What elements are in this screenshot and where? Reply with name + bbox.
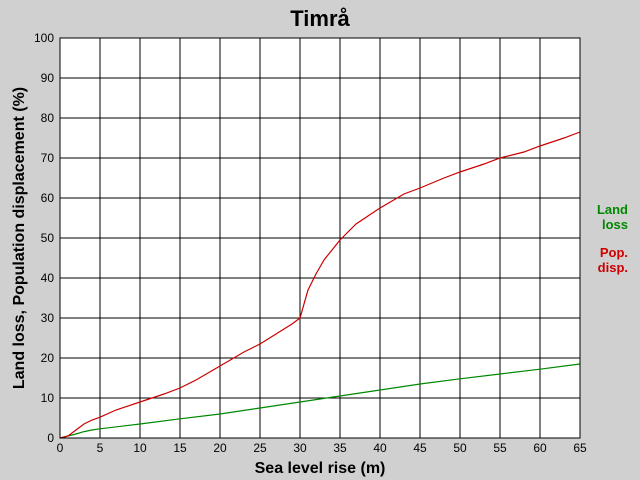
x-tick-label: 50 [453, 441, 467, 455]
legend-pop-disp-line2: disp. [598, 260, 628, 275]
x-tick-label: 5 [97, 441, 104, 455]
x-tick-labels: 0 5 10 15 20 25 30 35 40 45 50 55 60 65 [57, 441, 587, 455]
legend: Land loss Pop. disp. [597, 202, 628, 275]
series-lines [59, 131, 581, 439]
x-tick-label: 15 [173, 441, 187, 455]
x-tick-label: 30 [293, 441, 307, 455]
y-tick-label: 0 [47, 431, 54, 445]
x-tick-label: 55 [493, 441, 507, 455]
x-tick-label: 10 [133, 441, 147, 455]
y-tick-labels: 0 10 20 30 40 50 60 70 80 90 100 [34, 31, 54, 445]
x-tick-label: 25 [253, 441, 267, 455]
plot-frame [59, 37, 581, 439]
chart-title: Timrå [290, 6, 350, 31]
y-tick-label: 40 [41, 271, 55, 285]
x-tick-label: 0 [57, 441, 64, 455]
y-tick-label: 100 [34, 31, 54, 45]
y-axis-label: Land loss, Population displacement (%) [11, 87, 28, 389]
x-tick-label: 35 [333, 441, 347, 455]
x-axis-label: Sea level rise (m) [255, 460, 386, 477]
y-tick-label: 20 [41, 351, 55, 365]
y-tick-label: 60 [41, 191, 55, 205]
x-tick-label: 45 [413, 441, 427, 455]
x-tick-label: 20 [213, 441, 227, 455]
legend-pop-disp-line1: Pop. [600, 245, 628, 260]
x-tick-label: 60 [533, 441, 547, 455]
y-tick-label: 90 [41, 71, 55, 85]
y-tick-label: 10 [41, 391, 55, 405]
pop-disp-line [59, 131, 581, 439]
land-loss-line [59, 363, 581, 439]
legend-land-loss-line2: loss [602, 217, 628, 232]
x-tick-label: 65 [573, 441, 587, 455]
y-tick-label: 30 [41, 311, 55, 325]
y-tick-label: 70 [41, 151, 55, 165]
x-tick-label: 40 [373, 441, 387, 455]
legend-land-loss-line1: Land [597, 202, 628, 217]
y-tick-label: 50 [41, 231, 55, 245]
y-tick-label: 80 [41, 111, 55, 125]
